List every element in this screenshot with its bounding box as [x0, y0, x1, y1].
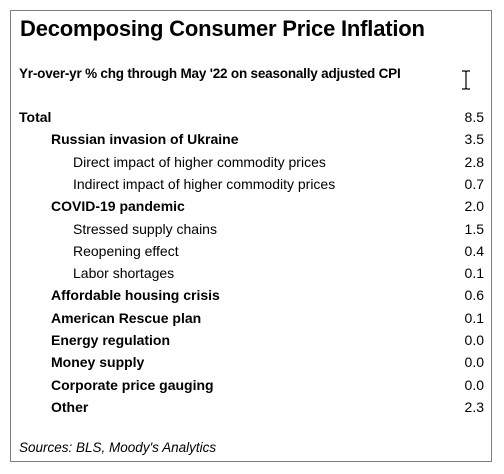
row-label: Indirect impact of higher commodity pric… — [73, 175, 336, 192]
row-label: COVID-19 pandemic — [51, 198, 185, 215]
source-note: Sources: BLS, Moody's Analytics — [19, 440, 217, 455]
row-label: Other — [51, 398, 89, 415]
row-label: Corporate price gauging — [51, 376, 214, 393]
row-value: 8.5 — [464, 109, 484, 125]
table-row: Energy regulation 0.0 — [0, 329, 504, 351]
row-value: 0.6 — [464, 287, 484, 304]
row-label: Stressed supply chains — [73, 220, 217, 237]
row-label: Money supply — [51, 354, 145, 371]
row-label: Russian invasion of Ukraine — [51, 131, 239, 148]
chart-title: Decomposing Consumer Price Inflation — [20, 16, 425, 41]
table-row: Affordable housing crisis 0.6 — [0, 284, 504, 306]
text-cursor-icon — [462, 70, 470, 90]
row-value: 0.0 — [464, 376, 484, 393]
table-row: Russian invasion of Ukraine 3.5 — [0, 128, 504, 150]
table-row: Indirect impact of higher commodity pric… — [0, 173, 504, 195]
table-row: Reopening effect 0.4 — [0, 240, 504, 262]
row-value: 1.5 — [464, 220, 484, 237]
chart-subtitle: Yr-over-yr % chg through May '22 on seas… — [19, 66, 401, 81]
table-row: Corporate price gauging 0.0 — [0, 374, 504, 396]
row-label: Direct impact of higher commodity prices — [73, 153, 326, 170]
row-value: 2.3 — [464, 398, 484, 415]
table-row: Labor shortages 0.1 — [0, 262, 504, 284]
row-label: Labor shortages — [73, 265, 175, 282]
table-row: Money supply 0.0 — [0, 351, 504, 373]
row-value: 0.4 — [464, 242, 484, 259]
row-value: 3.5 — [464, 131, 484, 148]
row-label: Energy regulation — [51, 332, 171, 348]
table-row: Stressed supply chains 1.5 — [0, 218, 504, 240]
row-value: 2.0 — [464, 198, 484, 215]
table-row: Direct impact of higher commodity prices… — [0, 151, 504, 173]
row-value: 0.1 — [464, 265, 484, 282]
row-value: 0.0 — [464, 354, 484, 371]
row-value: 2.8 — [464, 153, 484, 170]
table-row: American Rescue plan 0.1 — [0, 307, 504, 329]
table-row: COVID-19 pandemic 2.0 — [0, 195, 504, 217]
row-value: 0.0 — [464, 332, 484, 348]
row-value: 0.7 — [464, 175, 484, 192]
table-row: Other 2.3 — [0, 396, 504, 418]
table-row: Total 8.5 — [0, 106, 504, 128]
row-value: 0.1 — [464, 309, 484, 326]
row-label: Reopening effect — [73, 242, 179, 259]
chart-frame — [10, 10, 492, 462]
row-label: Total — [19, 109, 52, 125]
row-label: Affordable housing crisis — [51, 287, 220, 304]
row-label: American Rescue plan — [51, 309, 202, 326]
